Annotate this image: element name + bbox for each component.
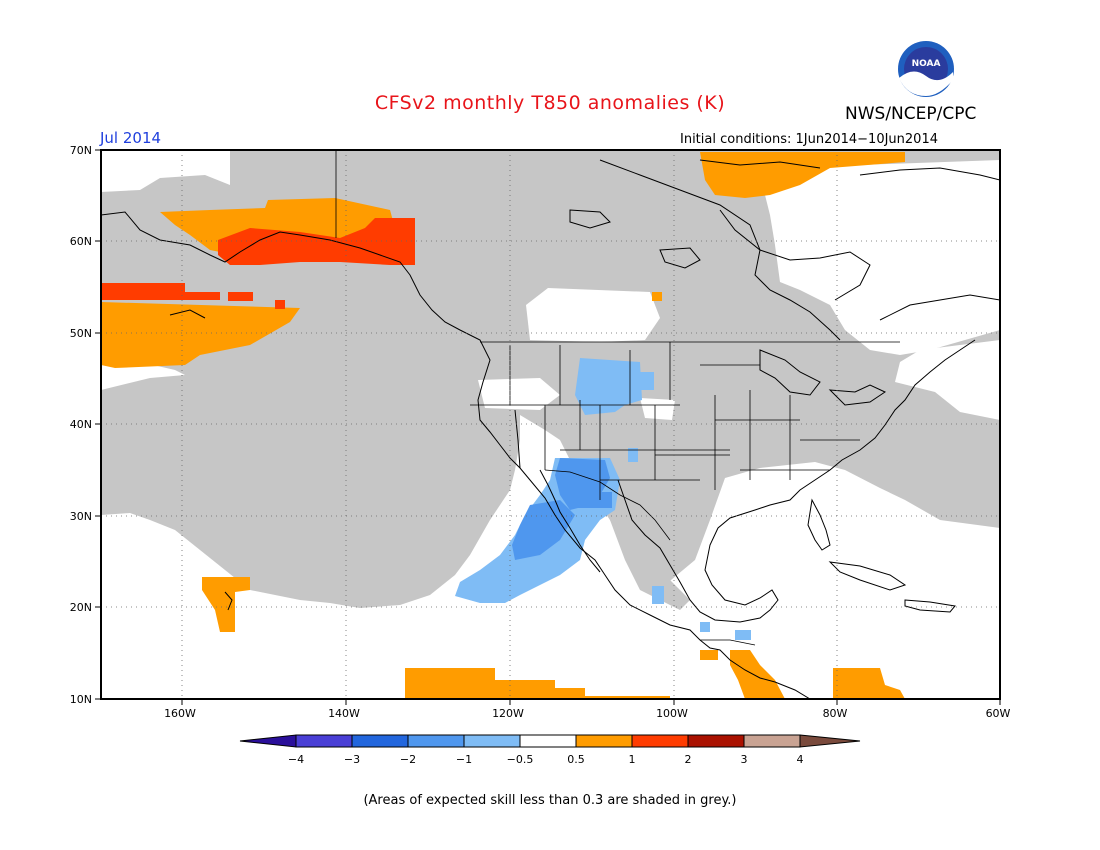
no-anomaly-region [101,150,230,192]
no-anomaly-region [760,160,1000,355]
strong-warm-anomaly-region [218,218,415,265]
colorbar-swatch [631,734,689,748]
warm-anomaly-region [652,292,662,301]
lat-label: 60N [70,235,92,248]
cool-anomaly-region [628,448,638,462]
colorbar-swatch [799,734,861,748]
lat-label: 70N [70,144,92,157]
lon-label: 60W [986,707,1011,720]
warm-anomaly-region [700,650,718,660]
warm-anomaly-region [405,668,670,699]
noaa-logo: NOAA [898,41,954,97]
colorbar-swatch [351,734,409,748]
lon-label: 80W [823,707,848,720]
no-anomaly-region [640,398,675,420]
lat-label: 50N [70,327,92,340]
colorbar-label: −2 [400,753,416,766]
lon-label: 100W [656,707,688,720]
colorbar-label: −1 [456,753,472,766]
warm-anomaly-region [101,302,300,368]
initial-conditions: Initial conditions: 1Jun2014−10Jun2014 [680,132,938,147]
valid-month: Jul 2014 [100,129,162,147]
colorbar [239,734,861,748]
no-anomaly-region [101,362,185,390]
colorbar-label: 1 [629,753,636,766]
no-anomaly-region [745,470,840,512]
lon-label: 160W [164,707,196,720]
lat-label: 10N [70,693,92,706]
lat-label: 40N [70,418,92,431]
logo-text: NOAA [912,59,941,69]
political-boundaries [335,150,900,646]
warm-anomaly-region [833,668,905,699]
warm-anomaly-region [730,650,785,699]
cool-anomaly-region [575,358,642,415]
cool-anomaly-region [700,622,710,632]
chart-title: CFSv2 monthly T850 anomalies (K) [374,92,726,114]
colorbar-label: 0.5 [567,753,585,766]
agency-label: NWS/NCEP/CPC [845,104,977,124]
colorbar-label: 3 [741,753,748,766]
cool-anomaly-region [652,586,664,604]
colorbar-label: −4 [288,753,304,766]
colorbar-swatch [295,734,353,748]
footnote: (Areas of expected skill less than 0.3 a… [363,793,737,808]
lat-label: 20N [70,601,92,614]
colorbar-label: −3 [344,753,360,766]
grey-mask-region [101,150,1000,608]
colorbar-swatch [463,734,521,748]
strong-warm-anomaly-region [101,283,220,300]
no-anomaly-region [526,288,660,342]
colorbar-label: 2 [685,753,692,766]
warm-anomaly-region [202,577,250,632]
strong-cool-anomaly-region [512,500,575,560]
colorbar-swatch [519,734,577,748]
strong-warm-anomaly-region [275,300,285,309]
colorbar-label: −0.5 [507,753,534,766]
cool-anomaly-region [640,372,654,390]
lon-label: 140W [328,707,360,720]
cool-anomaly-region [735,630,751,640]
warm-anomaly-region [700,152,905,198]
lon-label: 120W [492,707,524,720]
coastlines [101,159,1000,699]
axis-ticks [95,149,1001,705]
colorbar-label: 4 [797,753,804,766]
colorbar-swatch [687,734,745,748]
colorbar-swatch [575,734,633,748]
colorbar-swatch [407,734,465,748]
strong-warm-anomaly-region [228,292,253,301]
lat-label: 30N [70,510,92,523]
colorbar-swatch [743,734,801,748]
colorbar-swatch [239,734,297,748]
no-anomaly-region [478,378,560,410]
strong-cool-anomaly-region [572,492,612,508]
